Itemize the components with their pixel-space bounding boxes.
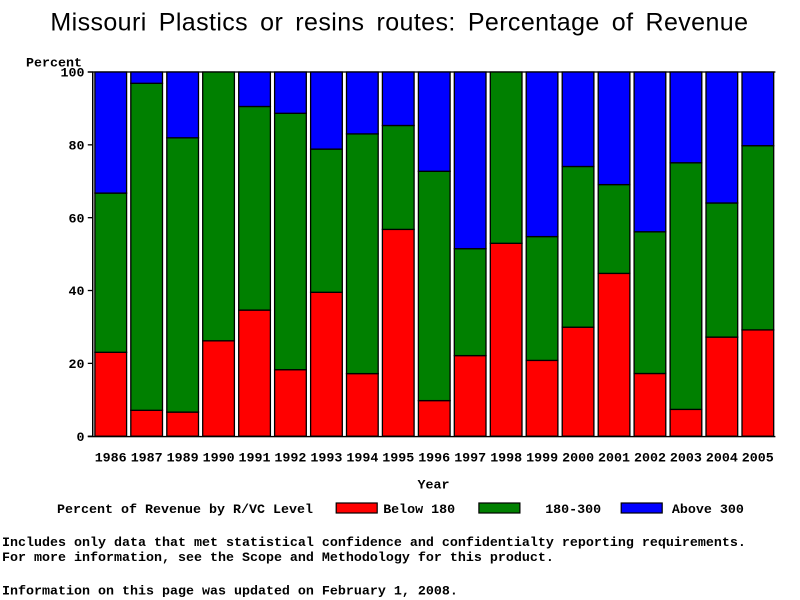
svg-text:1990: 1990 (203, 452, 235, 467)
svg-text:180-300: 180-300 (545, 503, 601, 518)
svg-text:1986: 1986 (95, 452, 127, 467)
svg-text:60: 60 (69, 212, 85, 227)
svg-text:For more information, see the: For more information, see the Scope and … (2, 551, 554, 566)
svg-text:1992: 1992 (274, 452, 306, 467)
svg-text:1996: 1996 (418, 452, 450, 467)
svg-text:2005: 2005 (742, 452, 774, 467)
svg-text:1995: 1995 (382, 452, 414, 467)
svg-text:Year: Year (418, 479, 450, 494)
svg-text:Information on this page was u: Information on this page was updated on … (2, 585, 458, 600)
svg-text:80: 80 (69, 140, 85, 155)
svg-text:Percent of Revenue by R/VC Lev: Percent of Revenue by R/VC Level (57, 503, 313, 518)
svg-text:2000: 2000 (562, 452, 594, 467)
svg-text:1987: 1987 (131, 452, 163, 467)
svg-text:2004: 2004 (706, 452, 738, 467)
svg-text:1997: 1997 (454, 452, 486, 467)
svg-text:2003: 2003 (670, 452, 702, 467)
svg-text:20: 20 (69, 358, 85, 373)
svg-text:Includes only data that met st: Includes only data that met statistical … (2, 536, 746, 551)
svg-text:1999: 1999 (526, 452, 558, 467)
svg-text:Missouri Plastics or resins ro: Missouri Plastics or resins routes: Perc… (50, 9, 748, 37)
svg-text:Below 180: Below 180 (383, 503, 455, 518)
svg-text:1993: 1993 (310, 452, 342, 467)
svg-text:1991: 1991 (239, 452, 271, 467)
svg-text:Above 300: Above 300 (672, 503, 744, 518)
svg-text:Percent: Percent (26, 57, 82, 72)
svg-text:40: 40 (69, 285, 85, 300)
svg-text:2002: 2002 (634, 452, 666, 467)
svg-text:0: 0 (77, 431, 85, 446)
svg-text:1998: 1998 (490, 452, 522, 467)
svg-text:1989: 1989 (167, 452, 199, 467)
svg-text:2001: 2001 (598, 452, 630, 467)
svg-text:1994: 1994 (346, 452, 378, 467)
svg-text:100: 100 (61, 67, 85, 82)
